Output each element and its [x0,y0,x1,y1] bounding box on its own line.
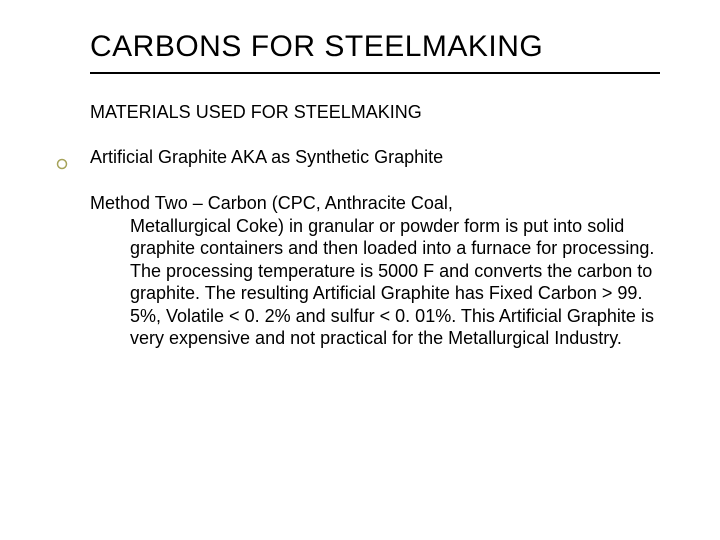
body-lead-line: Method Two – Carbon (CPC, Anthracite Coa… [90,192,660,215]
slide: CARBONS FOR STEELMAKING MATERIALS USED F… [0,0,720,540]
hollow-circle-icon [56,158,68,170]
body-indented-text: Metallurgical Coke) in granular or powde… [90,215,660,350]
section-heading: Artificial Graphite AKA as Synthetic Gra… [90,147,660,168]
title-underline [90,72,660,74]
body-text: Method Two – Carbon (CPC, Anthracite Coa… [90,192,660,350]
subtitle: MATERIALS USED FOR STEELMAKING [90,102,660,123]
slide-title: CARBONS FOR STEELMAKING [90,30,660,64]
